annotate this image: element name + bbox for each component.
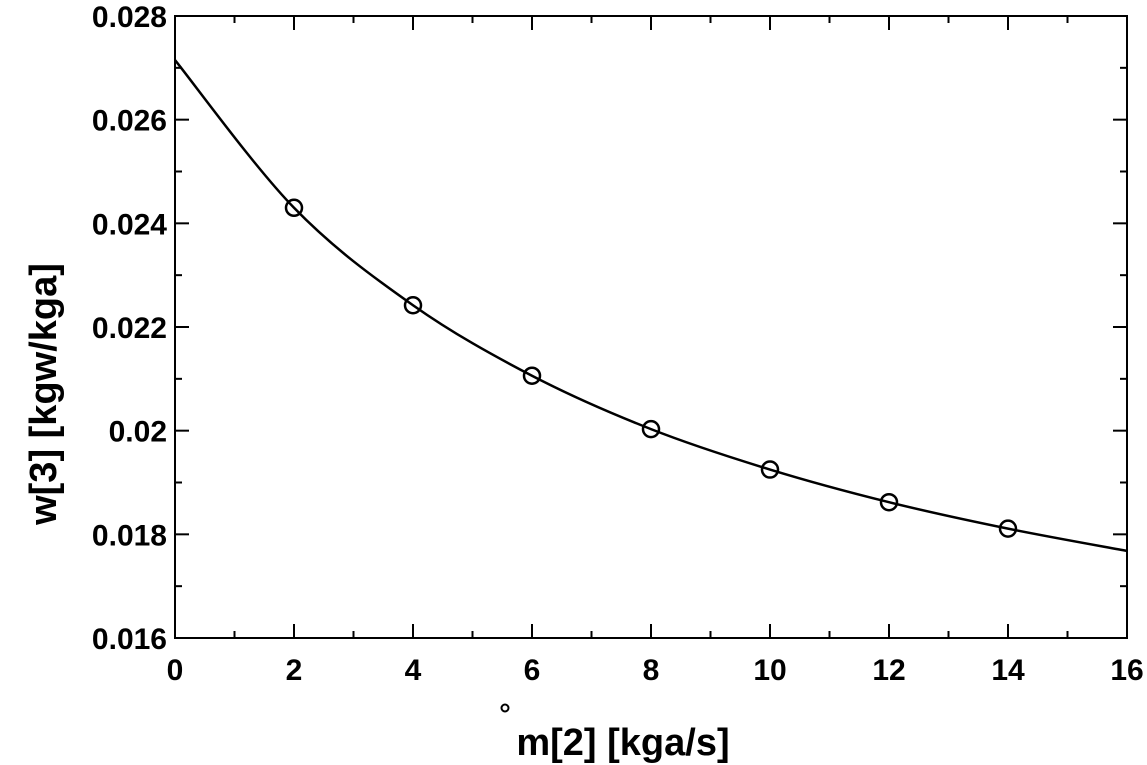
data-point bbox=[403, 295, 423, 315]
y-tick-label: 0.026 bbox=[92, 105, 167, 138]
y-axis-ticks bbox=[175, 15, 1127, 639]
data-point bbox=[522, 366, 542, 385]
data-point bbox=[284, 198, 304, 218]
x-tick-label: 6 bbox=[524, 654, 541, 687]
series-layer bbox=[174, 59, 1128, 553]
data-point bbox=[998, 519, 1018, 538]
y-tick-label: 0.02 bbox=[109, 416, 167, 449]
x-tick-label: 2 bbox=[286, 654, 303, 687]
x-axis-title: m[2] [kga/s] bbox=[516, 722, 729, 764]
data-point bbox=[879, 492, 899, 512]
y-tick-label: 0.024 bbox=[92, 208, 167, 241]
y-tick-label: 0.016 bbox=[92, 623, 167, 656]
y-tick-label: 0.018 bbox=[92, 519, 167, 552]
x-tick-label: 4 bbox=[405, 654, 422, 687]
x-tick-label: 8 bbox=[643, 654, 660, 687]
y-axis-title: w[3] [kgw/kga] bbox=[23, 263, 65, 526]
y-tick-label: 0.028 bbox=[92, 1, 167, 34]
x-tick-label: 12 bbox=[872, 654, 905, 687]
x-axis-tick-labels: 0 2 4 6 8 10 12 14 16 bbox=[167, 654, 1144, 687]
x-tick-label: 0 bbox=[167, 654, 184, 687]
y-axis-tick-labels: 0.016 0.018 0.02 0.022 0.024 0.026 0.028 bbox=[92, 1, 167, 656]
plot-frame bbox=[174, 15, 1128, 639]
x-tick-label: 16 bbox=[1110, 654, 1143, 687]
x-tick-label: 14 bbox=[991, 654, 1025, 687]
x-axis-ticks bbox=[174, 16, 1128, 638]
x-axis-title-dot-accent bbox=[500, 703, 510, 713]
y-tick-label: 0.022 bbox=[92, 312, 167, 345]
series-line bbox=[174, 59, 1128, 553]
x-tick-label: 10 bbox=[753, 654, 786, 687]
data-point bbox=[641, 419, 661, 439]
data-point bbox=[760, 460, 780, 479]
